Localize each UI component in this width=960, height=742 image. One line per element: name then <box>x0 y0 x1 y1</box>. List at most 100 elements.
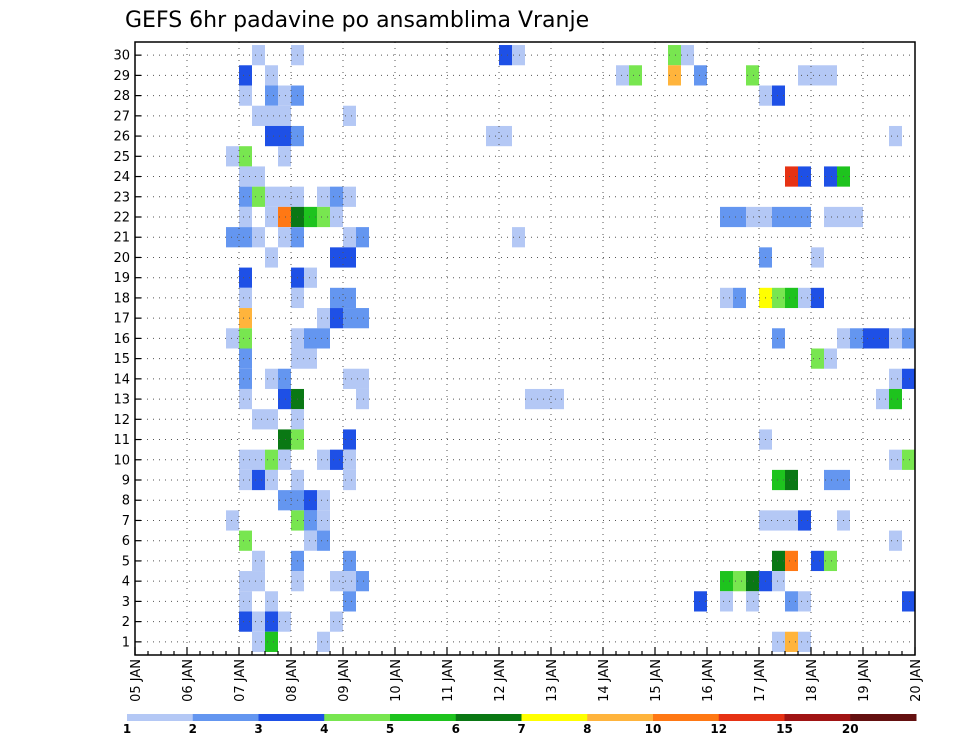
heatmap-cell <box>252 469 265 491</box>
heatmap-cell <box>252 186 265 207</box>
y-tick-label: 7 <box>122 514 130 529</box>
y-tick-label: 14 <box>113 372 130 387</box>
heatmap-cell <box>239 328 252 349</box>
heatmap-cell <box>850 328 863 349</box>
y-tick-label: 30 <box>113 49 130 64</box>
heatmap-cell <box>239 571 265 592</box>
colorbar-label: 1 <box>123 722 131 736</box>
heatmap-cell <box>239 85 252 106</box>
heatmap-cell <box>265 469 278 491</box>
heatmap-cell <box>317 530 330 551</box>
heatmap-cell <box>252 611 265 632</box>
heatmap-cell <box>265 611 278 632</box>
heatmap-cell <box>278 368 291 389</box>
colorbar-label: 8 <box>583 722 591 736</box>
heatmap-cell <box>811 550 824 572</box>
colorbar-label: 4 <box>320 722 328 736</box>
x-tick-label: 12 JAN <box>493 659 508 702</box>
heatmap-cell <box>889 125 902 147</box>
heatmap-cell <box>668 65 681 86</box>
heatmap-cell <box>330 449 343 470</box>
y-tick-label: 16 <box>113 332 130 347</box>
heatmap-cell <box>278 388 291 410</box>
y-tick-label: 6 <box>122 534 130 549</box>
heatmap-cell <box>239 388 252 410</box>
heatmap-cell <box>798 591 811 612</box>
heatmap-cell <box>733 287 746 309</box>
heatmap-cell <box>278 206 291 228</box>
heatmap-cell <box>629 65 642 86</box>
heatmap-cell <box>486 125 512 147</box>
y-axis: 1234567891011121314151617181920212223242… <box>113 49 141 650</box>
colorbar-swatch <box>850 714 917 721</box>
heatmap-cell <box>252 105 291 126</box>
heatmap-cell <box>265 125 291 147</box>
heatmap-cell <box>304 510 317 531</box>
y-tick-label: 13 <box>113 393 130 408</box>
heatmap-cell <box>239 611 252 632</box>
x-tick-label: 20 JAN <box>909 659 924 702</box>
heatmap-cell <box>239 348 252 369</box>
heatmap-cell <box>317 449 330 470</box>
y-tick-label: 27 <box>113 109 130 124</box>
heatmap-cell <box>889 328 902 349</box>
heatmap-cell <box>720 591 733 612</box>
heatmap-cell <box>512 227 525 248</box>
colorbar-label: 7 <box>517 722 525 736</box>
heatmap-cell <box>343 591 356 612</box>
heatmap-cell <box>772 206 811 228</box>
x-tick-label: 11 JAN <box>441 659 456 702</box>
heatmap-cell <box>278 146 291 167</box>
colorbar-swatch <box>258 714 325 721</box>
heatmap-cell <box>343 105 356 126</box>
y-tick-label: 5 <box>122 554 130 569</box>
heatmap-cell <box>265 591 278 612</box>
heatmap-cell <box>278 449 291 470</box>
colorbar-label: 5 <box>386 722 394 736</box>
heatmap-cell <box>265 631 278 652</box>
heatmap-cell <box>720 287 733 309</box>
heatmap-cell <box>317 510 330 531</box>
colorbar-label: 2 <box>189 722 197 736</box>
y-tick-label: 21 <box>113 231 130 246</box>
heatmap-cell <box>798 287 811 309</box>
x-tick-label: 14 JAN <box>597 659 612 702</box>
heatmap-cell <box>304 328 330 349</box>
heatmap-cell <box>785 631 798 652</box>
x-tick-label: 15 JAN <box>649 659 664 702</box>
heatmap-cell <box>226 510 239 531</box>
heatmap-cell <box>902 449 915 470</box>
heatmap-cell <box>798 65 837 86</box>
heatmap-cell <box>239 530 252 551</box>
heatmap-cell <box>902 591 915 612</box>
heatmap-cell <box>668 45 681 66</box>
y-tick-label: 22 <box>113 210 130 225</box>
heatmap-cell <box>226 146 239 167</box>
heatmap-cell <box>343 469 356 491</box>
heatmap-cell <box>772 469 785 491</box>
heatmap-cell <box>304 206 317 228</box>
colorbar-swatch <box>127 714 194 721</box>
heatmap-cell <box>616 65 629 86</box>
heatmap-cell <box>811 348 824 369</box>
heatmap-cell <box>694 65 707 86</box>
colorbar: 1 2 3 4 5 6 7 8 10 12 15 20 <box>123 714 917 736</box>
heatmap-cell <box>811 247 824 268</box>
heatmap-cell <box>265 206 278 228</box>
colorbar-label: 3 <box>254 722 262 736</box>
heatmap-cell <box>239 166 265 187</box>
heatmap-cell <box>317 186 330 207</box>
colorbar-label: 10 <box>645 722 662 736</box>
heatmap-cell <box>343 227 356 248</box>
heatmap-cell <box>343 186 356 207</box>
heatmap-cell <box>330 287 356 309</box>
y-tick-label: 12 <box>113 413 130 428</box>
colorbar-label: 20 <box>842 722 859 736</box>
heatmap-cell <box>239 65 252 86</box>
x-tick-label: 13 JAN <box>545 659 560 702</box>
heatmap-cell <box>772 631 785 652</box>
y-tick-label: 11 <box>113 433 130 448</box>
heatmap-cell <box>278 611 291 632</box>
heatmap-cell <box>330 186 343 207</box>
colorbar-label: 12 <box>710 722 727 736</box>
